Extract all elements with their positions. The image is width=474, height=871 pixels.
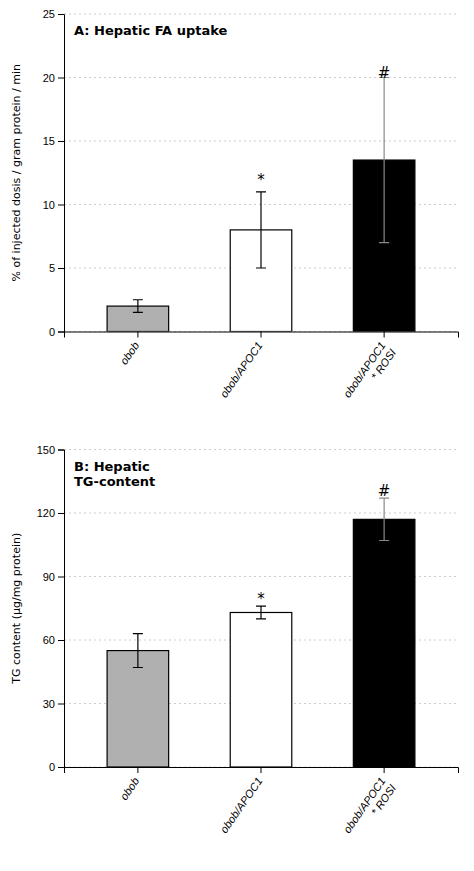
y-axis: 0 30 60 90 120 150 — [37, 444, 65, 774]
tick-mark — [137, 767, 138, 773]
tick: 120 — [37, 507, 64, 519]
grid-line — [64, 513, 458, 514]
axis-line — [65, 768, 459, 774]
tick-label: 0 — [49, 761, 55, 773]
figure: 0 5 10 15 20 25 obob obob/APOC1 obob/APOC1* ROSI… — [0, 0, 474, 871]
tick-mark — [58, 141, 64, 142]
annotation: * — [257, 590, 265, 608]
tick-mark — [58, 268, 64, 269]
tick: 30 — [43, 698, 64, 710]
tick: 150 — [37, 444, 64, 456]
error-bar — [256, 192, 266, 268]
tick-label: obob/APOC1 — [218, 340, 265, 400]
tick-mark — [384, 332, 385, 338]
tick-mark — [58, 14, 64, 15]
error-bar — [133, 300, 143, 313]
tick-mark — [58, 513, 64, 514]
tick-mark — [384, 767, 385, 773]
tick-mark — [58, 767, 64, 768]
panel: 0 5 10 15 20 25 obob obob/APOC1 obob/APOC1* ROSI… — [10, 8, 459, 407]
axis-line — [58, 15, 65, 333]
grid — [64, 14, 458, 332]
tick-mark — [58, 577, 64, 578]
tick: 20 — [43, 72, 64, 84]
tick: 90 — [43, 571, 64, 583]
axis-title: % of injected dosis / gram protein / min — [10, 64, 23, 281]
tick: 25 — [43, 8, 64, 20]
tick-label: obob/APOC1* ROSI — [341, 775, 398, 842]
tick-label: 15 — [43, 135, 55, 147]
grid-line — [64, 14, 458, 15]
grid — [64, 450, 458, 768]
tick-label: 60 — [43, 634, 55, 646]
grid-line — [64, 77, 458, 78]
tick: 5 — [49, 262, 64, 274]
annotation: * — [257, 171, 265, 189]
annotation: # — [378, 482, 391, 500]
annotation: # — [378, 64, 391, 82]
tick: 60 — [43, 634, 64, 646]
tick-label: obob — [118, 340, 142, 367]
tick-mark — [261, 332, 262, 338]
tick-mark — [58, 78, 64, 79]
tick: 15 — [43, 135, 64, 147]
error-bar — [379, 78, 389, 243]
plot-area — [107, 78, 415, 332]
tick: obob — [118, 332, 142, 367]
tick-label: 20 — [43, 72, 55, 84]
axis-line — [58, 450, 65, 768]
tick: obob/APOC1 — [218, 767, 265, 835]
tick: obob — [118, 767, 142, 802]
tick: obob/APOC1* ROSI — [341, 332, 398, 407]
panel: 0 30 60 90 120 150 obob obob/APOC1 obob/APOC1* R… — [10, 444, 459, 843]
tick: obob/APOC1* ROSI — [341, 767, 398, 842]
tick: 10 — [43, 199, 64, 211]
axis-line — [65, 332, 459, 338]
tick-mark — [261, 767, 262, 773]
error-bar — [133, 634, 143, 668]
axis-title: TG content (µg/mg protein) — [10, 533, 23, 685]
tick: obob/APOC1 — [218, 332, 265, 400]
x-axis: obob obob/APOC1 obob/APOC1* ROSI — [65, 332, 459, 407]
title: A: Hepatic FA uptake — [74, 23, 228, 38]
error-bar — [379, 498, 389, 540]
tick: 0 — [49, 326, 64, 338]
tick-label: 25 — [43, 8, 55, 20]
tick-label: obob/APOC1* ROSI — [341, 340, 398, 407]
x-axis: obob obob/APOC1 obob/APOC1* ROSI — [65, 767, 459, 842]
title: B: HepaticTG-content — [74, 459, 155, 490]
tick-label: 150 — [37, 444, 55, 456]
grid-line — [64, 449, 458, 450]
tick-label: 120 — [37, 507, 55, 519]
tick-mark — [58, 450, 64, 451]
tick-label: 30 — [43, 698, 55, 710]
tick-mark — [58, 640, 64, 641]
bar — [230, 612, 292, 767]
tick-mark — [58, 704, 64, 705]
tick-mark — [137, 332, 138, 338]
tick-label: 90 — [43, 571, 55, 583]
y-axis: 0 5 10 15 20 25 — [43, 8, 65, 338]
tick-mark — [58, 332, 64, 333]
tick-label: 10 — [43, 199, 55, 211]
tick-label: 0 — [49, 326, 55, 338]
tick-label: 5 — [49, 262, 55, 274]
tick-label: obob/APOC1 — [218, 775, 265, 835]
grid-line — [64, 141, 458, 142]
tick-mark — [58, 205, 64, 206]
error-bar — [256, 606, 266, 619]
tick-label: obob — [118, 775, 142, 802]
tick: 0 — [49, 761, 64, 773]
bar — [353, 519, 415, 767]
plot-area — [107, 498, 415, 767]
